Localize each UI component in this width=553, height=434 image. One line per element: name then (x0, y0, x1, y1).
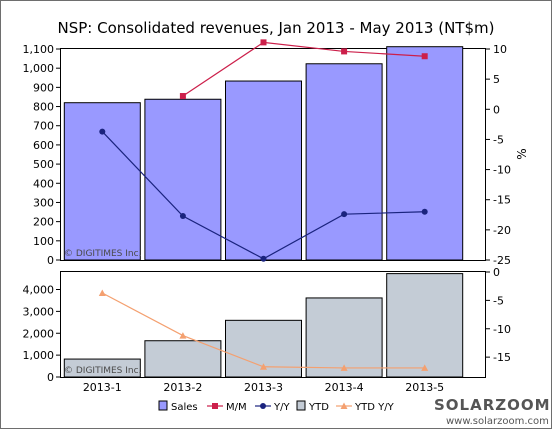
ytd-bar-2013-1 (63, 358, 141, 378)
y-y-point-2013-3 (260, 255, 267, 262)
sales-bar-2013-1 (63, 102, 141, 261)
right-tick-label: -20 (493, 224, 511, 237)
m-m-point-2013-3 (260, 39, 267, 46)
legend-item-y-y: Y/Y (255, 402, 290, 413)
ytd-y-y-point-2013-5 (421, 364, 429, 371)
left-tick-label: 200 (33, 216, 54, 229)
solarzoom-logo: SOLARZOOM www.solarzoom.com (434, 396, 551, 427)
ytd-y-y-point-2013-2 (179, 332, 187, 339)
legend-swatch (296, 400, 306, 411)
bottom-right-axis: 0 -5 -10 -15 (485, 266, 511, 364)
left-tick-label: 100 (33, 235, 54, 248)
left-tick-label: 2,000 (23, 327, 55, 340)
legend-item-ytd-y-y: YTD Y/Y (336, 402, 395, 413)
right-axis-label: % (515, 148, 529, 159)
left-tick-label: 500 (33, 158, 54, 171)
top-right-axis: 10 5 0 -5 -10 -15 -20 -25 (485, 43, 511, 267)
left-tick-label: 1,000 (23, 349, 55, 362)
right-tick-label: -25 (493, 254, 511, 267)
ytd-y-y-point-2013-4 (340, 364, 348, 371)
left-tick-label: 3,000 (23, 305, 55, 318)
ytd-bar-2013-2 (144, 340, 222, 378)
left-tick-label: 1,100 (23, 43, 55, 56)
x-tick-label: 2013-1 (83, 381, 122, 394)
legend-marker (340, 402, 348, 409)
right-tick-label: -10 (493, 164, 511, 177)
right-tick-label: 0 (493, 266, 500, 279)
top-watermark: © DIGITIMES Inc. (64, 249, 141, 259)
legend-label: M/M (226, 402, 247, 413)
left-tick-label: 700 (33, 120, 54, 133)
left-tick-label: 800 (33, 101, 54, 114)
ytd-bar-2013-4 (305, 297, 383, 378)
ytd-y-y-point-2013-1 (98, 289, 106, 296)
legend-label: YTD (308, 402, 329, 413)
left-tick-label: 900 (33, 81, 54, 94)
right-tick-label: -10 (493, 323, 511, 336)
legend-swatch (158, 400, 168, 411)
y-y-point-2013-2 (179, 212, 186, 219)
y-y-point-2013-1 (99, 128, 106, 135)
left-tick-label: 300 (33, 196, 54, 209)
ytd-y-y-point-2013-3 (260, 363, 267, 370)
ytd-bar-2013-5 (386, 273, 464, 378)
logo-url: www.solarzoom.com (446, 416, 549, 427)
top-line-series (99, 39, 428, 262)
bottom-left-axis: 0 1,000 2,000 3,000 4,000 (23, 284, 61, 384)
left-tick-label: 0 (47, 254, 54, 267)
right-tick-label: 5 (493, 73, 500, 86)
x-tick-label: 2013-5 (405, 381, 444, 394)
right-tick-label: 10 (493, 43, 507, 56)
legend-item-m-m: M/M (207, 402, 247, 413)
logo-text: SOLARZOOM (434, 396, 551, 414)
x-tick-label: 2013-2 (163, 381, 202, 394)
left-tick-label: 0 (47, 371, 54, 384)
x-tick-label: 2013-3 (244, 381, 283, 394)
ytd-line-series (98, 289, 429, 371)
right-tick-label: -15 (493, 194, 511, 207)
left-tick-label: 600 (33, 139, 54, 152)
bottom-watermark: © DIGITIMES Inc. (64, 366, 141, 376)
m-m-point-2013-5 (421, 53, 428, 60)
left-tick-label: 400 (33, 177, 54, 190)
legend-marker (212, 403, 218, 409)
legend: Sales M/M Y/Y YTD YTD Y/Y (158, 400, 395, 413)
legend-item-ytd: YTD (296, 400, 329, 413)
right-tick-label: 0 (493, 103, 500, 116)
left-tick-label: 1,000 (23, 62, 55, 75)
right-tick-label: -5 (493, 133, 504, 146)
legend-marker (260, 403, 266, 409)
sales-bars (63, 46, 464, 261)
top-left-axis: 0 100 200 300 400 500 600 700 800 900 1,000 1,100 (23, 43, 61, 267)
x-axis-labels: 2013-1 2013-2 2013-3 2013-4 2013-5 (83, 381, 444, 394)
chart-title: NSP: Consolidated revenues, Jan 2013 - M… (58, 19, 495, 37)
legend-label: Sales (171, 402, 198, 413)
left-tick-label: 4,000 (23, 284, 55, 297)
legend-label: Y/Y (273, 402, 290, 413)
legend-item-sales: Sales (158, 400, 198, 413)
m-m-point-2013-4 (341, 48, 348, 55)
m-m-point-2013-2 (179, 93, 186, 100)
right-tick-label: -5 (493, 294, 504, 307)
m-m-line (182, 41, 425, 97)
sales-bar-2013-2 (144, 98, 222, 261)
y-y-point-2013-5 (421, 208, 428, 215)
sales-bar-2013-5 (386, 46, 464, 261)
y-y-point-2013-4 (341, 211, 348, 218)
right-tick-label: -15 (493, 351, 511, 364)
sales-bar-2013-3 (225, 80, 302, 261)
legend-label: YTD Y/Y (354, 402, 395, 413)
sales-bar-2013-4 (305, 63, 383, 261)
x-tick-label: 2013-4 (325, 381, 364, 394)
